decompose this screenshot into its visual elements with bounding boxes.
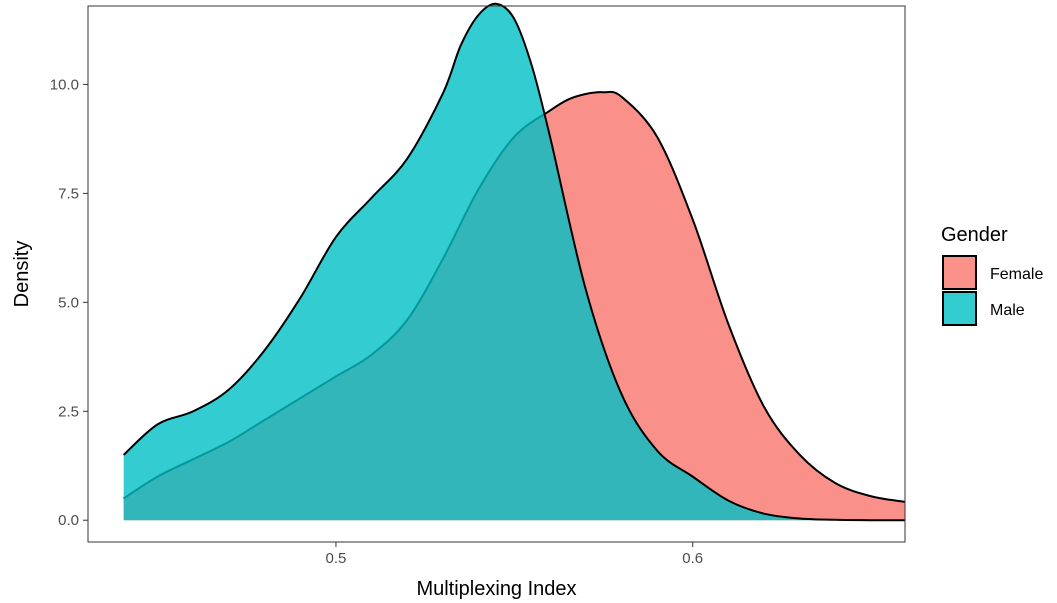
- x-tick-label: 0.5: [326, 550, 347, 567]
- y-tick-label: 7.5: [58, 185, 79, 202]
- legend-label-female: Female: [990, 266, 1043, 283]
- y-tick-label: 10.0: [50, 76, 79, 93]
- x-axis-title: Multiplexing Index: [416, 578, 576, 600]
- panel-border: [87, 5, 906, 543]
- x-tick-label: 0.6: [682, 550, 703, 567]
- legend-items: Female Male: [942, 255, 1043, 326]
- legend-title: Gender: [941, 224, 1008, 246]
- legend-key-male: [942, 291, 977, 326]
- axes: 0.5 0.6 0.0 2.5 5.0 7.5 10.0: [50, 76, 703, 567]
- density-areas: [123, 2, 906, 522]
- legend-key-female: [942, 255, 977, 290]
- y-tick-label: 0.0: [58, 512, 79, 529]
- y-tick-label: 5.0: [58, 294, 79, 311]
- y-axis-title: Density: [11, 241, 33, 308]
- density-line-male: [123, 2, 906, 522]
- legend: Gender Female Male: [941, 224, 1043, 326]
- y-tick-label: 2.5: [58, 403, 79, 420]
- density-area-male: [123, 3, 906, 521]
- legend-label-male: Male: [990, 302, 1025, 319]
